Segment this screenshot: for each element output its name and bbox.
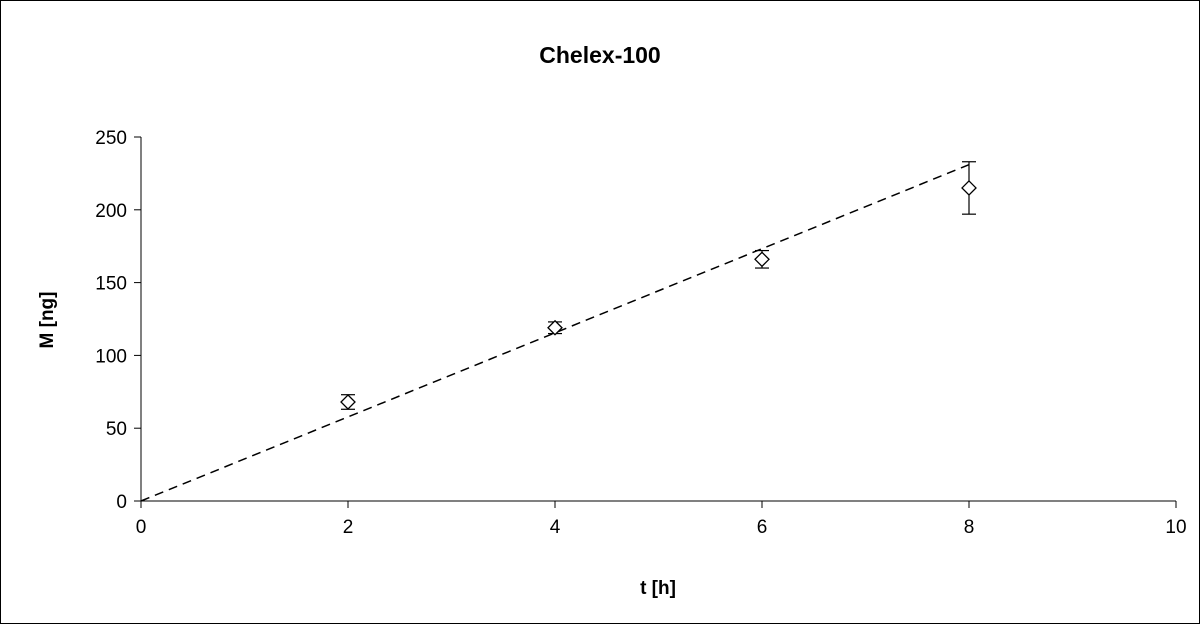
x-axis-label: t [h] [640,578,676,599]
plot-area [140,161,977,502]
y-tick-label: 250 [95,128,127,149]
x-tick-label: 2 [343,517,354,538]
y-axis-label: M [ng] [37,292,58,349]
y-tick-label: 50 [106,419,127,440]
diamond-marker [340,394,356,410]
axes [140,137,1176,502]
y-tick-label: 0 [116,492,127,513]
y-tick-label: 150 [95,274,127,295]
diamond-marker [961,180,977,196]
x-tick-label: 8 [964,517,975,538]
data-point [961,161,977,215]
data-point [754,249,770,269]
x-axis-ticks: 0 2 4 6 8 10 [136,501,1187,538]
y-tick-label: 200 [95,201,127,222]
x-tick-label: 6 [757,517,768,538]
diamond-marker [754,251,770,268]
data-point [547,319,563,336]
diamond-marker [547,319,563,336]
y-axis-ticks: 0 50 100 150 200 250 [95,128,141,513]
y-tick-label: 100 [95,346,127,367]
data-point [340,394,356,410]
x-tick-label: 10 [1165,517,1186,538]
x-tick-label: 0 [136,517,147,538]
chart-title: Chelex-100 [539,42,660,68]
x-tick-label: 4 [550,517,561,538]
